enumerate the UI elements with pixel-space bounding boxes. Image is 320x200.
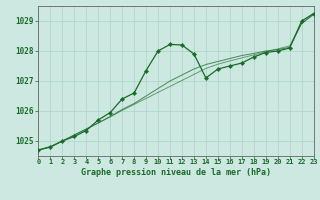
X-axis label: Graphe pression niveau de la mer (hPa): Graphe pression niveau de la mer (hPa)	[81, 168, 271, 177]
